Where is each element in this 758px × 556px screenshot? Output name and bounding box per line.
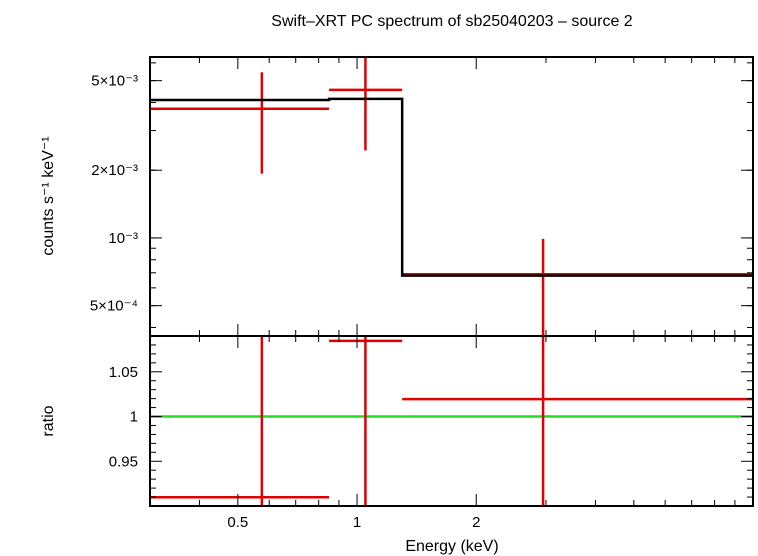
ratio-ytick-label: 1.05 (109, 364, 138, 381)
spectrum-ytick-label: 2×10⁻³ (91, 162, 138, 179)
ratio-y-axis-label: ratio (40, 405, 57, 436)
spectrum-y-axis-label: counts s⁻¹ keV⁻¹ (40, 136, 57, 255)
ratio-panel-frame (149, 335, 754, 507)
ratio-ytick-label: 0.95 (109, 453, 138, 470)
x-axis-label: Energy (keV) (405, 538, 498, 555)
x-tick-label: 1 (353, 514, 361, 531)
spectrum-ytick-label: 5×10⁻⁴ (90, 298, 138, 315)
ratio-ytick-label: 1 (130, 409, 138, 426)
x-tick-label: 2 (472, 514, 480, 531)
chart-title: Swift–XRT PC spectrum of sb25040203 – so… (271, 13, 632, 30)
model-step-line (150, 97, 753, 277)
spectrum-ytick-label: 5×10⁻³ (91, 73, 138, 90)
spectrum-ytick-label: 10⁻³ (108, 230, 138, 247)
x-tick-label: 0.5 (227, 514, 248, 531)
